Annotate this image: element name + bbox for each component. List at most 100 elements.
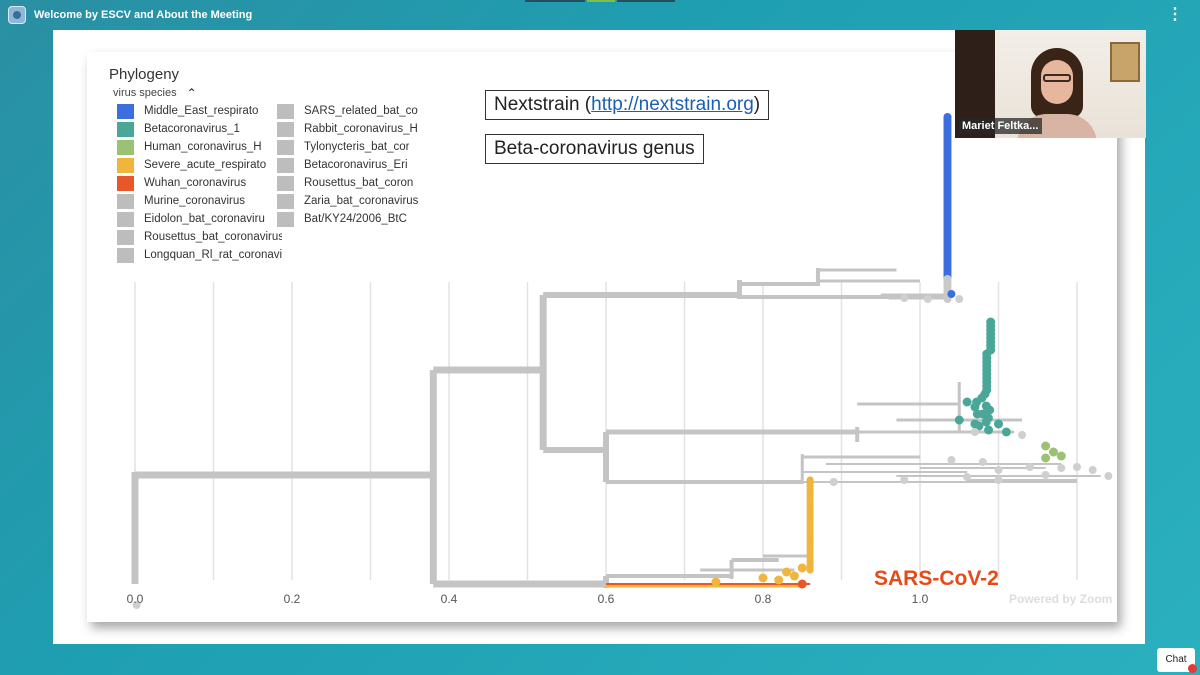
sars-tip xyxy=(782,568,791,577)
legend-label: Wuhan_coronavirus xyxy=(144,177,246,189)
beta1-tip xyxy=(984,426,993,435)
legend-item[interactable]: Severe_acute_respirato xyxy=(117,156,282,174)
grey-tip xyxy=(979,458,987,466)
zoom-app-icon xyxy=(8,6,26,24)
grey-tip xyxy=(955,295,963,303)
grey-tip xyxy=(924,295,932,303)
grey-tip xyxy=(1042,471,1050,479)
grey-tip xyxy=(900,294,908,302)
x-tick-label: 0.2 xyxy=(284,592,301,606)
legend-item[interactable]: Rousettus_bat_coron xyxy=(277,174,432,192)
genus-label: Beta-coronavirus genus xyxy=(494,138,695,159)
sars-tip xyxy=(759,574,768,583)
grey-tip xyxy=(1073,463,1081,471)
legend-item[interactable]: Betacoronavirus_Eri xyxy=(277,156,432,174)
title-bar: Welcome by ESCV and About the Meeting ⋮ xyxy=(0,0,1200,30)
legend-label: SARS_related_bat_co xyxy=(304,105,418,117)
legend-item[interactable]: Middle_East_respirato xyxy=(117,102,282,120)
legend-item[interactable]: Rousettus_bat_coronavirus_HKU9 xyxy=(117,228,282,246)
x-tick-label: 1.0 xyxy=(912,592,929,606)
legend-item[interactable]: Rabbit_coronavirus_H xyxy=(277,120,432,138)
sars-tip xyxy=(798,564,807,573)
chat-notification-dot xyxy=(1188,664,1197,673)
legend-label: Eidolon_bat_coronaviru xyxy=(144,213,265,225)
legend-label: Bat/KY24/2006_BtC xyxy=(304,213,407,225)
x-tick-label: 0.6 xyxy=(598,592,615,606)
legend-swatch xyxy=(277,122,294,137)
legend-swatch xyxy=(117,176,134,191)
legend-swatch xyxy=(277,176,294,191)
grey-tip xyxy=(995,476,1003,484)
participant-glasses xyxy=(1043,74,1071,82)
screen-share-tab[interactable] xyxy=(525,0,585,2)
legend-swatch xyxy=(117,230,134,245)
legend-label: Murine_coronavirus xyxy=(144,195,245,207)
hku1-tip xyxy=(1057,452,1066,461)
legend-label: Rousettus_bat_coron xyxy=(304,177,413,189)
legend-item[interactable]: Zaria_bat_coronavirus xyxy=(277,192,432,210)
nextstrain-suffix: ) xyxy=(754,94,760,115)
beta1-tip xyxy=(994,420,1003,429)
legend-swatch xyxy=(117,104,134,119)
grey-tip xyxy=(1089,466,1097,474)
sars-tip xyxy=(774,576,783,585)
legend-item[interactable]: Bat/KY24/2006_BtC xyxy=(277,210,432,228)
screen-share-tab-right[interactable] xyxy=(617,0,675,2)
genus-box: Beta-coronavirus genus xyxy=(485,134,704,164)
sars-tip xyxy=(711,578,720,587)
legend-item[interactable]: Human_coronavirus_H xyxy=(117,138,282,156)
sars-cov-2-label: SARS-CoV-2 xyxy=(874,567,999,591)
background-frame xyxy=(1110,42,1140,82)
legend-item[interactable]: Longquan_Rl_rat_coronavirus xyxy=(117,246,282,264)
beta1-tip xyxy=(963,398,972,407)
legend-swatch xyxy=(277,104,294,119)
legend-item[interactable]: Murine_coronavirus xyxy=(117,192,282,210)
legend-label: Zaria_bat_coronavirus xyxy=(304,195,418,207)
legend-label: Human_coronavirus_H xyxy=(144,141,262,153)
legend-swatch xyxy=(117,122,134,137)
beta1-tip xyxy=(970,420,979,429)
legend-label: Tylonycteris_bat_cor xyxy=(304,141,409,153)
beta1-tip xyxy=(1002,428,1011,437)
screen-share-tab-active[interactable] xyxy=(587,0,615,2)
x-tick-label: 0.8 xyxy=(755,592,772,606)
sars-tip xyxy=(790,572,799,581)
phylogeny-title: Phylogeny xyxy=(109,66,179,83)
nextstrain-prefix: Nextstrain ( xyxy=(494,94,591,115)
legend-swatch xyxy=(277,140,294,155)
chevron-up-icon[interactable]: ⌃ xyxy=(187,86,197,100)
nextstrain-link[interactable]: http://nextstrain.org xyxy=(591,94,754,115)
grey-tip xyxy=(947,456,955,464)
grey-tip xyxy=(1018,431,1026,439)
legend-label: Longquan_Rl_rat_coronavirus xyxy=(144,249,282,261)
legend-swatch xyxy=(117,194,134,209)
legend-swatch xyxy=(117,140,134,155)
legend-item[interactable]: Eidolon_bat_coronaviru xyxy=(117,210,282,228)
zoom-watermark: Powered by Zoom xyxy=(1009,592,1112,606)
legend-header-label: virus species xyxy=(113,87,177,99)
legend-swatch xyxy=(277,194,294,209)
grey-tip xyxy=(1026,463,1034,471)
grey-tip xyxy=(900,476,908,484)
participant-video[interactable]: Mariet Feltka... xyxy=(955,30,1146,138)
grey-tip xyxy=(995,466,1003,474)
wuhan-tip xyxy=(798,580,807,589)
legend-header: virus species ⌃ xyxy=(113,86,197,100)
grey-tip xyxy=(963,473,971,481)
window-title: Welcome by ESCV and About the Meeting xyxy=(34,9,252,21)
beta1-tip xyxy=(978,410,987,419)
legend-item[interactable]: Wuhan_coronavirus xyxy=(117,174,282,192)
legend-swatch xyxy=(117,212,134,227)
grey-tip xyxy=(830,478,838,486)
legend-label: Rabbit_coronavirus_H xyxy=(304,123,418,135)
hku1-tip xyxy=(1041,454,1050,463)
beta1-tip xyxy=(970,403,979,412)
participant-face xyxy=(1041,60,1073,104)
more-dots-icon[interactable]: ⋮ xyxy=(1167,4,1184,24)
legend-item[interactable]: Betacoronavirus_1 xyxy=(117,120,282,138)
legend-swatch xyxy=(117,158,134,173)
legend-item[interactable]: SARS_related_bat_co xyxy=(277,102,432,120)
x-tick-label: 0.4 xyxy=(441,592,458,606)
hku1-tip xyxy=(1041,442,1050,451)
legend-item[interactable]: Tylonycteris_bat_cor xyxy=(277,138,432,156)
